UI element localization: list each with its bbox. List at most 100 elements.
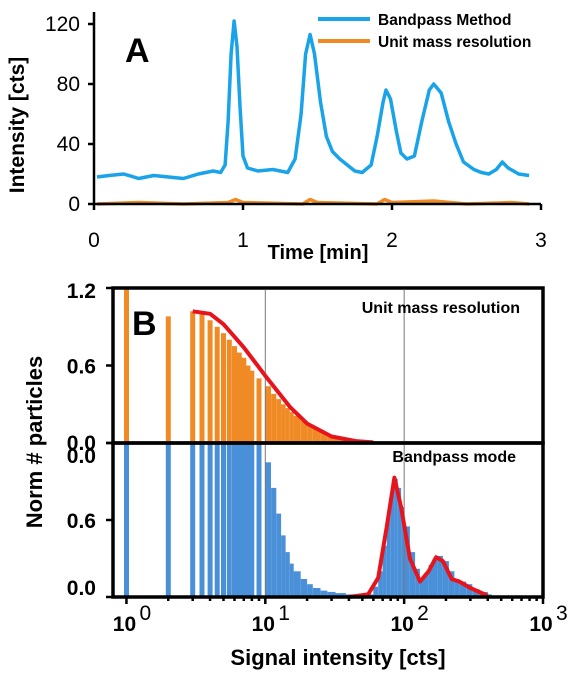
panel-b-xtick-exp-2: 2	[417, 602, 429, 625]
bar-bandpass-11	[245, 443, 251, 597]
bar-bandpass-13	[256, 443, 262, 597]
bar-bandpass-41	[420, 577, 425, 598]
bar-bandpass-43	[428, 564, 433, 597]
panel-b-ytick-label-0-2: 1.2	[67, 280, 96, 303]
bar-bandpass-16	[276, 513, 282, 597]
bar-bandpass-14	[265, 462, 271, 598]
panel-b-xtick-label-2: 10	[390, 613, 413, 636]
bar-unit-mass-18	[285, 408, 290, 443]
panel-b-xtick-exp-1: 1	[278, 602, 290, 625]
panel-a-xtick-label-0: 0	[88, 229, 100, 252]
panel-a-legend: Bandpass Method Unit mass resolution	[318, 12, 531, 51]
panel-b-label: B	[132, 305, 157, 343]
bar-unit-mass-23	[312, 428, 321, 443]
bar-unit-mass-4	[207, 320, 213, 443]
panel-b-xtick-exp-3: 3	[556, 602, 568, 625]
bar-bandpass-42	[424, 573, 429, 597]
bar-bandpass-7	[226, 443, 232, 597]
panel-a-ytick-label-3: 120	[45, 13, 80, 36]
bar-bandpass-51	[472, 589, 480, 597]
bar-bandpass-21	[300, 579, 308, 597]
bar-bandpass-3	[199, 443, 205, 597]
fit-curve-unit-mass	[192, 309, 374, 445]
bar-unit-mass-1	[165, 316, 171, 443]
bar-bandpass-38	[404, 526, 410, 597]
legend-label-bandpass: Bandpass Method	[378, 12, 511, 29]
bar-unit-mass-11	[245, 365, 251, 443]
bar-bandpass-50	[466, 584, 473, 597]
bar-bandpass-33	[386, 513, 391, 597]
bar-bandpass-45	[437, 555, 443, 597]
bar-bandpass-2	[190, 443, 196, 597]
bar-bandpass-19	[289, 563, 294, 597]
bar-unit-mass-10	[241, 357, 247, 444]
bar-bandpass-32	[382, 545, 387, 597]
panel-b-xtick-label-1: 10	[252, 613, 275, 636]
panel-b-ytick-label-1-2: 0.0	[67, 445, 96, 468]
bar-unit-mass-6	[221, 333, 226, 443]
bar-bandpass-6	[221, 443, 226, 597]
bar-bandpass-4	[207, 443, 213, 597]
bar-bandpass-39	[409, 552, 416, 597]
bar-bandpass-36	[397, 487, 402, 597]
bar-bandpass-24	[320, 590, 328, 597]
bar-bandpass-40	[415, 568, 420, 597]
bar-unit-mass-5	[214, 326, 220, 444]
fit-curve-bandpass	[348, 475, 489, 599]
bar-bandpass-12	[249, 443, 255, 597]
bar-bandpass-34	[390, 487, 395, 597]
bar-unit-mass-0	[124, 288, 129, 443]
bar-bandpass-5	[214, 443, 220, 597]
bar-bandpass-49	[459, 581, 467, 597]
panel-b-ytick-label-1-1: 0.6	[67, 510, 96, 533]
panel-b-ticks: 0.00.61.20.00.60.010 0 10 1 10 2 10 3	[67, 280, 568, 636]
bar-unit-mass-14	[265, 386, 271, 443]
panel-b-xlabel: Signal intensity [cts]	[230, 645, 445, 670]
panel-b-ylabel: Norm # particles	[22, 356, 47, 528]
bar-unit-mass-13	[256, 378, 262, 443]
bar-unit-mass-7	[226, 339, 232, 443]
panel-b-bottom-title: Bandpass mode	[392, 449, 516, 466]
bar-unit-mass-21	[300, 421, 308, 443]
bar-bandpass-47	[448, 571, 455, 597]
bar-unit-mass-2	[190, 311, 196, 444]
bar-unit-mass-22	[307, 424, 313, 443]
panel-a-xlabel: Time [min]	[268, 242, 369, 264]
bar-bandpass-48	[454, 579, 460, 597]
panel-b-top-title: Unit mass resolution	[362, 300, 520, 317]
bar-unit-mass-20	[293, 415, 301, 443]
bar-unit-mass-12	[249, 370, 255, 443]
panel-a-xtick-label-3: 3	[535, 229, 547, 252]
panel-b-ytick-label-0-0: 0.0	[67, 432, 96, 455]
bar-bandpass-25	[327, 591, 336, 597]
panel-b-bars	[124, 288, 492, 598]
panel-b: Norm # particles Signal intensity [cts] …	[22, 280, 568, 670]
bar-bandpass-1	[165, 443, 171, 597]
bar-unit-mass-8	[232, 346, 237, 443]
bar-bandpass-18	[285, 552, 290, 597]
bar-unit-mass-19	[289, 412, 294, 443]
series-line-bandpass-method	[96, 19, 530, 181]
bar-bandpass-31	[378, 571, 383, 597]
bar-bandpass-17	[281, 535, 286, 597]
bar-bandpass-46	[442, 561, 449, 597]
panel-b-fits	[192, 309, 489, 599]
panel-b-xtick-label-3: 10	[529, 613, 552, 636]
bar-bandpass-15	[271, 487, 277, 597]
bar-bandpass-30	[373, 586, 379, 597]
panel-a-ytick-label-0: 0	[68, 193, 80, 216]
panel-a-ticks: 0 40 80 120 0 1 2 3	[45, 13, 547, 252]
bar-unit-mass-24	[320, 432, 328, 443]
bar-bandpass-10	[241, 443, 247, 597]
panel-b-xtick-label-0: 10	[113, 613, 136, 636]
bar-unit-mass-15	[271, 393, 277, 443]
bar-unit-mass-17	[281, 404, 286, 444]
bar-bandpass-37	[401, 507, 405, 597]
panel-a-label: A	[125, 32, 150, 70]
panel-a-ytick-label-1: 40	[57, 133, 80, 156]
bar-bandpass-8	[232, 443, 237, 597]
panel-b-xtick-exp-0: 0	[139, 602, 151, 625]
bar-bandpass-9	[236, 443, 242, 597]
panel-b-bottom-frame	[111, 441, 545, 599]
